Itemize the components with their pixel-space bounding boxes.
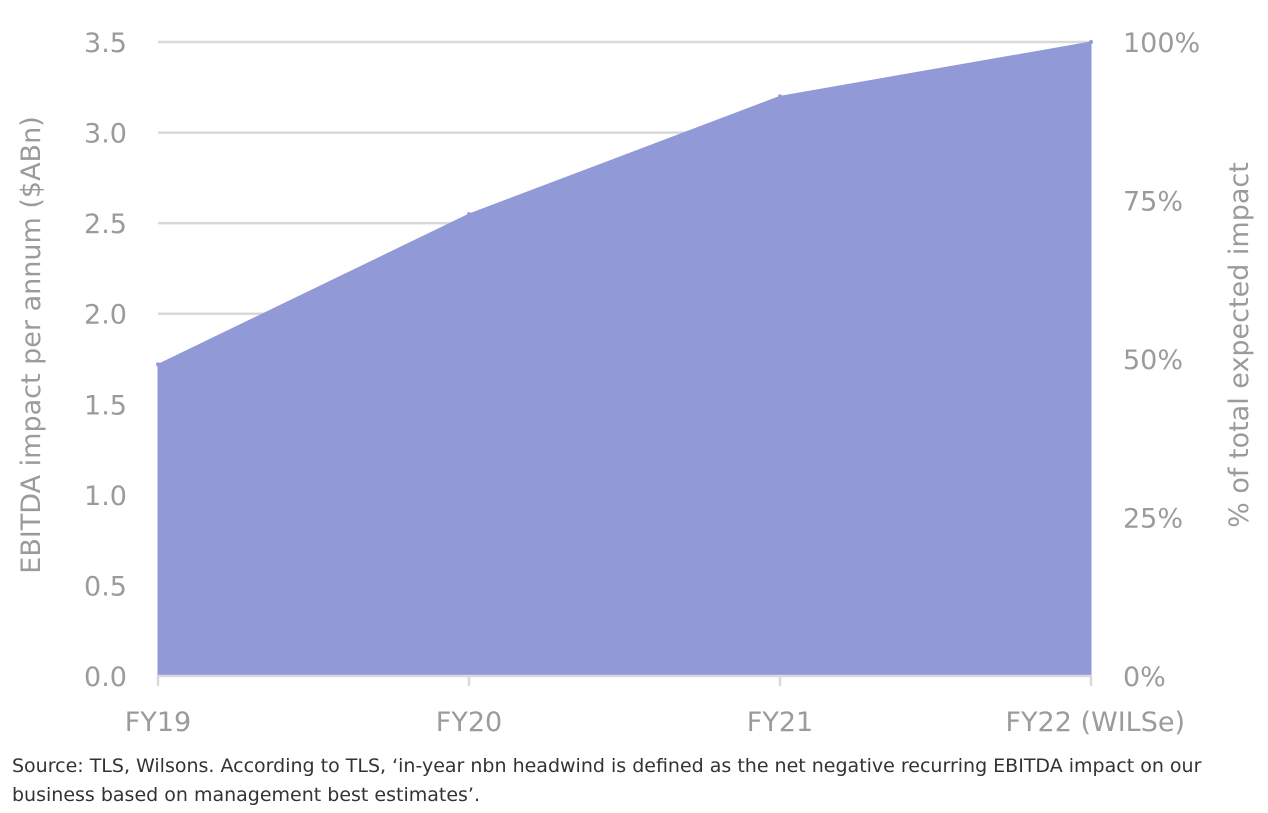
y2-tick-label: 0% xyxy=(1123,662,1166,693)
data-point xyxy=(156,362,160,367)
y-tick-label: 2.0 xyxy=(84,300,127,331)
y-tick-label: 0.5 xyxy=(84,571,127,602)
y-tick-label: 1.0 xyxy=(84,481,127,512)
x-tick-label: FY20 xyxy=(436,707,502,738)
y-tick-label: 2.5 xyxy=(84,209,127,240)
y-tick-label: 0.0 xyxy=(84,662,127,693)
axes: 0.0 0.5 1.0 1.5 2.0 2.5 3.0 3.5 0% 25% 50% 75% 100% F… xyxy=(84,28,1200,738)
x-tick-label: FY22 (WILSe) xyxy=(1006,707,1185,738)
area-series xyxy=(156,40,1093,677)
data-point xyxy=(778,94,782,99)
y2-tick-label: 25% xyxy=(1123,504,1183,535)
source-note: Source: TLS, Wilsons. According to TLS, … xyxy=(12,755,1202,806)
y-axis-title: EBITDA impact per annum ($ABn) xyxy=(16,116,47,573)
x-tick-label: FY21 xyxy=(747,707,813,738)
y-tick-label: 1.5 xyxy=(84,390,127,421)
y2-tick-label: 75% xyxy=(1123,187,1183,218)
y2-tick-label: 100% xyxy=(1123,28,1200,59)
y-tick-label: 3.5 xyxy=(84,28,127,59)
area-chart: 0.0 0.5 1.0 1.5 2.0 2.5 3.0 3.5 0% 25% 50% 75% 100% F… xyxy=(16,28,1255,738)
y2-tick-label: 50% xyxy=(1123,345,1183,376)
secondary-y-axis-title: % of total expected impact xyxy=(1224,162,1255,528)
y-tick-label: 3.0 xyxy=(84,119,127,150)
x-tick-label: FY19 xyxy=(125,707,191,738)
data-point xyxy=(467,212,471,217)
data-point xyxy=(1089,40,1093,44)
area-series-fill xyxy=(157,41,1092,677)
